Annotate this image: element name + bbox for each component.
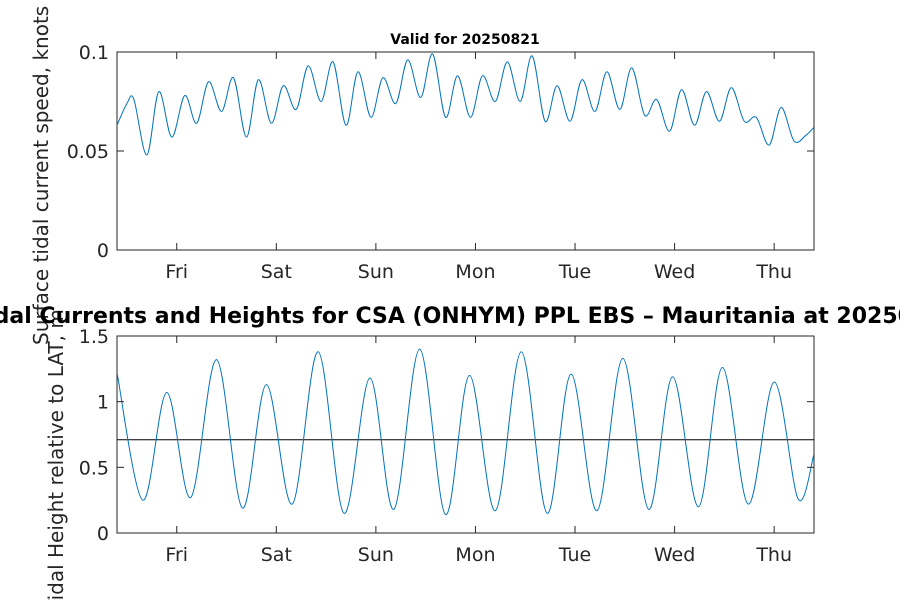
tidal-height-ytick-label: 1.5 <box>79 326 109 348</box>
tidal-height-axes: 0 0.5 1 1.5 Fri Sat Sun Mon Tue Wed Thu <box>79 326 815 566</box>
tidal-height-xtick-label: Fri <box>165 544 188 566</box>
current-speed-ytick-label: 0.1 <box>79 42 109 64</box>
tidal-height-plot-frame <box>116 335 815 534</box>
tidal-height-xtick-label: Sat <box>261 544 292 566</box>
tidal-height-ytick-label: 0 <box>97 523 109 545</box>
tidal-height-xtick-label: Thu <box>755 544 792 566</box>
current-speed-xtick-label: Thu <box>755 261 792 283</box>
current-speed-xtick-label: Tue <box>558 261 591 283</box>
current-speed-title: Valid for 20250821 <box>390 32 539 48</box>
tidal-height-ytick-label: 1 <box>97 392 109 414</box>
tidal-height-series-line <box>117 348 814 516</box>
current-speed-xtick-label: Mon <box>455 261 495 283</box>
current-speed-ytick-label: 0 <box>97 240 109 262</box>
main-title: Tidal Currents and Heights for CSA (ONHY… <box>0 304 900 329</box>
tidal-height-xtick-label: Mon <box>455 544 495 566</box>
current-speed-xtick-label: Sun <box>358 261 394 283</box>
current-speed-axes: 0 0.05 0.1 Fri Sat Sun Mon Tue Wed Thu Valid for … <box>67 32 815 283</box>
tidal-height-marks: 0 0.5 1 1.5 Fri Sat Sun Mon Tue Wed Thu <box>79 326 814 566</box>
current-speed-series-line <box>117 53 814 156</box>
tidal-height-xtick-label: Wed <box>654 544 695 566</box>
tidal-height-xtick-label: Tue <box>558 544 591 566</box>
current-speed-xtick-label: Fri <box>165 261 188 283</box>
current-speed-plot-frame <box>116 51 815 251</box>
current-speed-xtick-label: Wed <box>654 261 695 283</box>
tidal-height-ytick-label: 0.5 <box>79 457 109 479</box>
current-speed-marks: 0 0.05 0.1 Fri Sat Sun Mon Tue Wed Thu <box>67 42 814 283</box>
tidal-height-xtick-label: Sun <box>358 544 394 566</box>
current-speed-ylabel: Surface tidal current speed, knots <box>29 6 53 345</box>
tidal-height-ylabel: Tidal Height relative to LAT, m <box>44 309 68 600</box>
current-speed-ytick-label: 0.05 <box>67 141 109 163</box>
current-speed-xtick-label: Sat <box>261 261 292 283</box>
